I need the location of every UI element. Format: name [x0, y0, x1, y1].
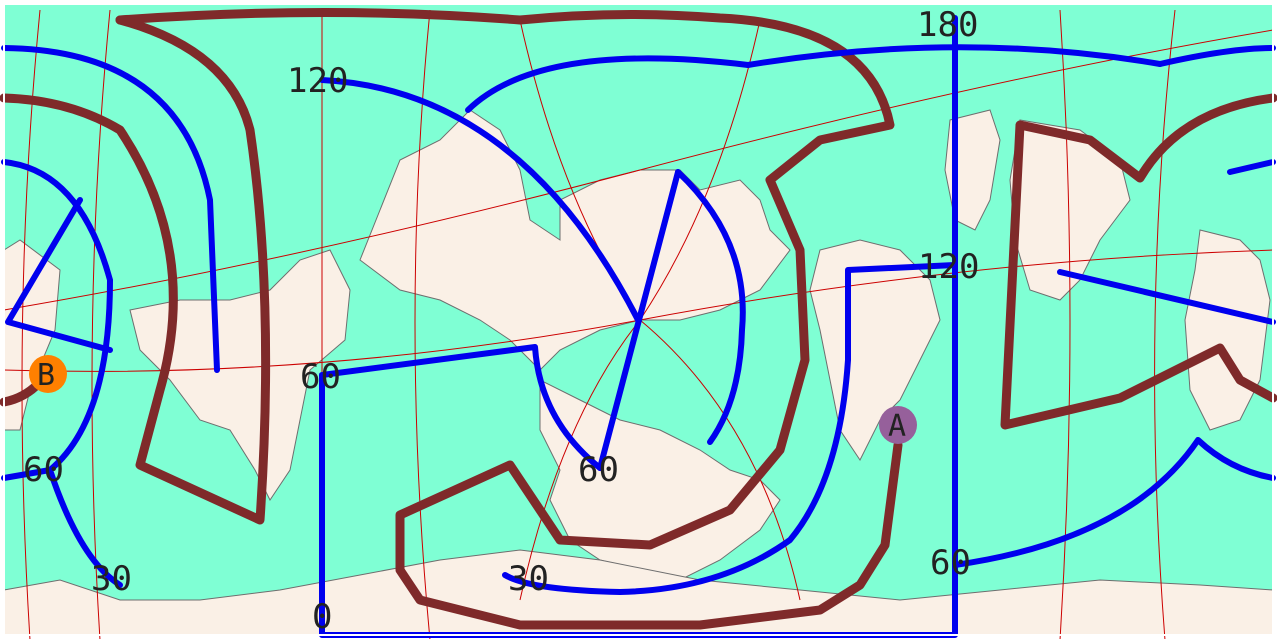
- graticule-line: [3, 29, 1274, 311]
- blue-contour-left-outer: [1, 45, 220, 373]
- grid-label-low-30-left: 30: [91, 559, 132, 599]
- blue-contour-center-v: [597, 169, 681, 471]
- graticule-line: [414, 9, 431, 639]
- graticule-line: [91, 9, 111, 639]
- grid-label-mid-120-right: 120: [918, 247, 979, 287]
- map-border: [3, 3, 1274, 636]
- grid-label-low-60-right: 60: [930, 543, 971, 583]
- marker-b-dot: [29, 355, 67, 393]
- blue-contour-left-low: [47, 467, 123, 588]
- grid-label-top-180: 180: [917, 5, 978, 45]
- grid-label-mid-60-left: 60: [300, 357, 341, 397]
- brown-contour-left-1: [0, 15, 271, 525]
- marker-b-label: B: [37, 358, 55, 393]
- grid-label-bottom-0: 0: [312, 597, 332, 637]
- blue-contour-center-left: [319, 15, 958, 638]
- blue-contour-arc-top2: [465, 55, 751, 113]
- marker-a-dot: [879, 406, 917, 444]
- blue-contour-left-inner: [1, 159, 113, 481]
- graticule-line: [1059, 9, 1071, 639]
- marker-a-label: A: [888, 409, 906, 444]
- grid-label-low-60-far-left: 60: [23, 450, 64, 490]
- grid-label-low-30-center: 30: [508, 559, 549, 599]
- graticule-line: [639, 319, 801, 601]
- graticule-line: [1154, 9, 1176, 639]
- blue-contour-arc-top: [319, 77, 641, 323]
- blue-contour-left-diag: [5, 197, 113, 353]
- blue-contour-east: [502, 262, 958, 595]
- landmass-island-ne: [944, 109, 1001, 231]
- blue-contour-right-3: [952, 437, 1276, 568]
- brown-contours: [0, 8, 1277, 630]
- brown-contour-right: [1000, 93, 1277, 430]
- blue-contour-right-2: [1227, 159, 1276, 175]
- brown-contour-top: [115, 8, 903, 630]
- blue-contours: [1, 15, 1276, 638]
- grid-label-top-120: 120: [287, 61, 348, 101]
- marker-b[interactable]: B: [29, 355, 67, 393]
- blue-contour-top-right: [1157, 45, 1276, 67]
- landmass-center-south: [539, 379, 781, 581]
- grid-label-low-60-center: 60: [578, 450, 619, 490]
- blue-contour-center-right: [675, 169, 746, 445]
- marker-a[interactable]: A: [879, 406, 917, 444]
- blue-contour-right-1: [1057, 269, 1276, 325]
